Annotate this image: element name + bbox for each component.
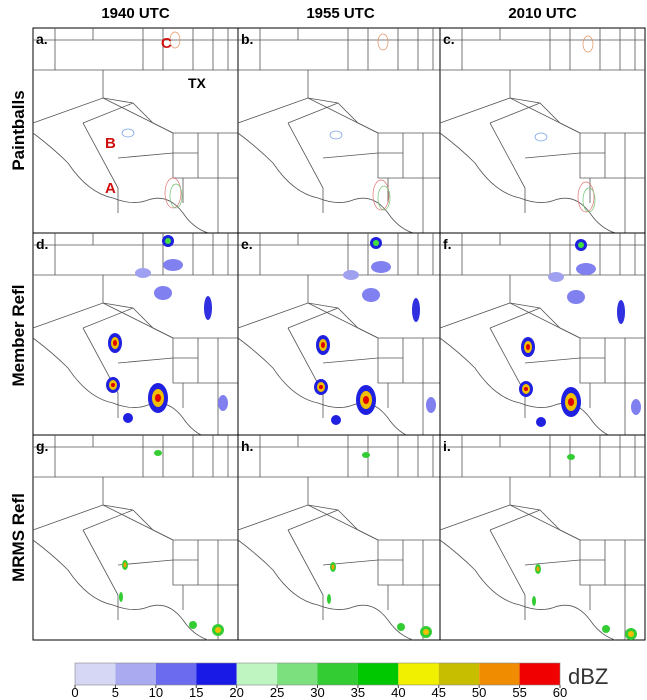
colorbar-tick-label: 5 — [112, 685, 119, 700]
panel-frame — [32, 434, 239, 641]
colorbar-segment — [398, 663, 439, 685]
map-panel: d. — [32, 232, 239, 439]
panel-frame — [32, 232, 239, 439]
colorbar-segment — [519, 663, 560, 685]
colorbar-tick-label: 55 — [512, 685, 526, 700]
annotation: B — [105, 135, 116, 152]
colorbar-tick-label: 40 — [391, 685, 405, 700]
map-panel: i. — [439, 434, 646, 641]
colorbar-segment — [438, 663, 480, 685]
panel-label: e. — [241, 236, 253, 252]
panel-frame — [237, 27, 444, 234]
row-label: Paintballs — [9, 90, 28, 170]
column-header: 2010 UTC — [508, 5, 577, 22]
annotation: A — [105, 180, 116, 197]
panel-label: a. — [36, 31, 48, 47]
map-panel: b. — [237, 27, 444, 234]
row-label: Member Refl — [9, 284, 28, 386]
colorbar-tick-label: 30 — [310, 685, 324, 700]
colorbar-segment — [357, 663, 399, 685]
colorbar-tick-label: 20 — [229, 685, 243, 700]
panel-frame — [32, 27, 239, 234]
map-panel: a. C TX B A — [32, 27, 239, 234]
colorbar-segment — [236, 663, 278, 685]
column-header: 1955 UTC — [306, 5, 375, 22]
panel-label: c. — [443, 31, 455, 47]
annotation: C — [161, 35, 172, 52]
colorbar-segment — [479, 663, 520, 685]
panel-frame — [439, 434, 646, 641]
colorbar-unit: dBZ — [568, 664, 608, 689]
colorbar-tick-label: 10 — [149, 685, 163, 700]
panel-frame — [237, 232, 444, 439]
map-panel: c. — [439, 27, 646, 234]
colorbar-tick-label: 35 — [351, 685, 365, 700]
colorbar-segment — [196, 663, 237, 685]
panel-frame — [237, 434, 444, 641]
colorbar-tick-label: 0 — [71, 685, 78, 700]
row-label: MRMS Refl — [9, 493, 28, 582]
colorbar-tick-label: 60 — [553, 685, 567, 700]
panel-label: i. — [443, 438, 451, 454]
colorbar-segment — [277, 663, 318, 685]
panel-frame — [439, 232, 646, 439]
annotation: TX — [188, 75, 207, 91]
colorbar-tick-label: 45 — [432, 685, 446, 700]
colorbar-segment — [115, 663, 156, 685]
map-panel: h. — [237, 434, 444, 641]
colorbar-tick-label: 25 — [270, 685, 284, 700]
panel-label: g. — [36, 438, 48, 454]
column-header: 1940 UTC — [101, 5, 170, 22]
panel-label: h. — [241, 438, 253, 454]
colorbar-segment — [155, 663, 197, 685]
map-panel: f. — [439, 232, 646, 439]
panel-label: b. — [241, 31, 253, 47]
map-panel: g. — [32, 434, 239, 641]
map-panel: e. — [237, 232, 444, 439]
colorbar-segment — [317, 663, 358, 685]
colorbar-tick-label: 50 — [472, 685, 486, 700]
colorbar-segment — [75, 663, 116, 685]
panel-label: d. — [36, 236, 48, 252]
panel-label: f. — [443, 236, 452, 252]
colorbar-tick-label: 15 — [189, 685, 203, 700]
panel-frame — [439, 27, 646, 234]
